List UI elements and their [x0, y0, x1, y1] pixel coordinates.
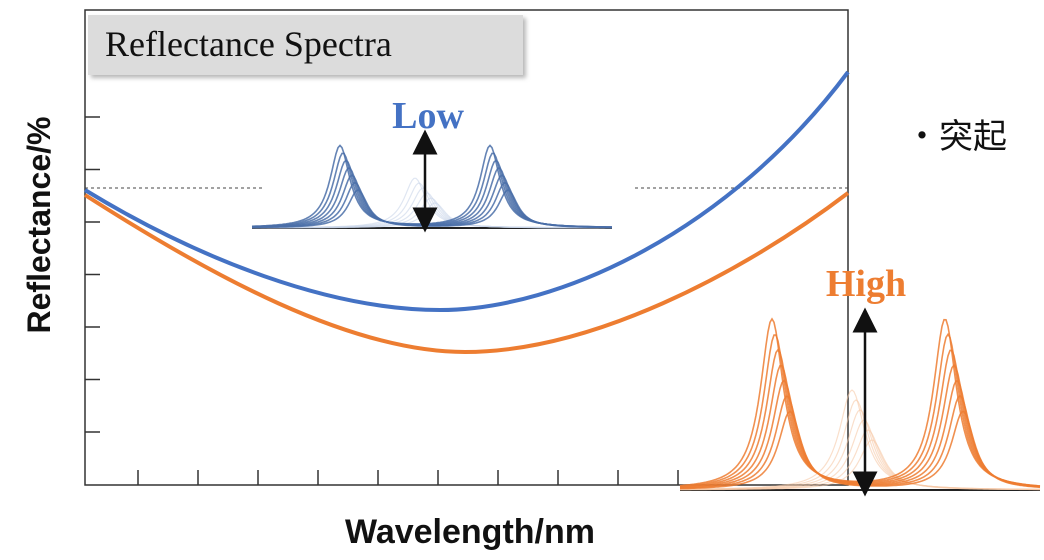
- peak-line: [251, 144, 613, 228]
- side-text: ・突起: [905, 118, 1007, 156]
- x-axis-label: Wavelength/nm: [345, 513, 595, 551]
- high-inset: [679, 317, 1041, 491]
- blue-curve: [83, 70, 850, 313]
- peak-line: [679, 317, 1041, 487]
- low-inset: [251, 144, 613, 229]
- title: Reflectance Spectra: [105, 24, 392, 64]
- y-axis-label: Reflectance/%: [21, 117, 57, 334]
- peak-line: [679, 348, 1041, 488]
- peak-line: [252, 152, 612, 228]
- title-box: [88, 15, 523, 75]
- low-label: Low: [392, 95, 464, 137]
- ticks: [85, 116, 679, 485]
- high-label: High: [826, 263, 906, 305]
- peak-line: [251, 159, 613, 228]
- plot-frame: [84, 9, 849, 486]
- orange-curve: [83, 191, 850, 355]
